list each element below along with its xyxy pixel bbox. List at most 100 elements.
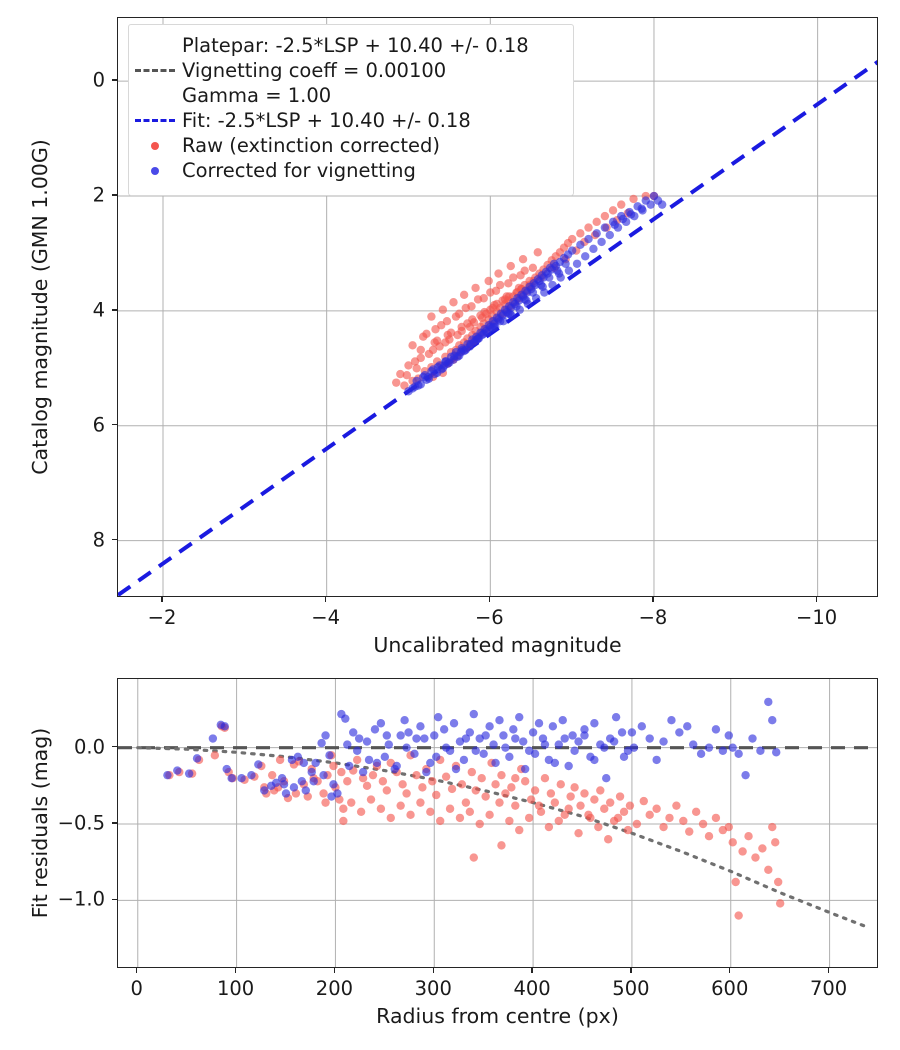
legend-handle-empty [135,87,175,105]
data-point [501,743,510,752]
data-point [629,194,638,204]
data-point [453,330,462,340]
data-point [482,328,492,337]
x-tick-mark [161,597,163,602]
data-point [341,714,350,723]
data-point [396,731,405,740]
x-tick-label: −8 [638,606,668,629]
data-point [610,220,619,229]
data-point [426,758,435,768]
data-point [184,769,194,778]
data-point [281,789,291,798]
data-point [564,761,573,771]
y-tick-mark [112,194,117,196]
data-point [534,801,544,810]
data-point [570,746,579,755]
data-point [267,770,277,780]
data-point [652,755,661,765]
legend-label: Corrected for vignetting [182,159,416,182]
top-scatter-overlay [118,18,877,596]
data-point [404,728,413,737]
data-point [494,269,503,278]
data-point [301,786,310,795]
data-point [580,731,589,740]
data-point [402,370,412,380]
data-point [471,746,480,755]
data-point [696,749,706,758]
data-point [423,372,433,382]
data-point [632,819,642,829]
data-point [404,387,413,396]
data-point [507,783,516,792]
data-point [558,716,567,725]
data-point [362,737,372,746]
data-point [576,240,585,250]
data-point [271,778,281,787]
data-point [581,252,590,261]
data-point [358,767,368,777]
data-point [605,230,614,240]
data-point [689,740,698,749]
data-point [711,725,721,734]
data-point [685,827,694,836]
data-point [370,725,380,734]
data-point [447,784,457,794]
data-point [495,280,505,290]
data-point [378,777,388,786]
data-point [592,229,601,238]
data-point [520,266,529,275]
legend-label: Raw (extinction corrected) [182,134,440,157]
data-point [495,716,504,725]
data-point [376,804,386,813]
data-point [626,210,636,219]
y-tick-label: 4 [92,298,105,322]
data-point [275,755,285,765]
data-point [416,345,425,355]
data-point [590,719,599,728]
data-point [764,865,773,874]
data-point [560,734,569,743]
data-point [347,798,356,807]
data-point [560,810,569,820]
data-point [528,728,538,737]
data-point [584,234,593,244]
data-point [576,229,585,238]
data-point [711,813,721,823]
legend-handle-red-dot [135,137,175,155]
data-point [751,853,760,862]
data-point [491,758,500,768]
data-point [691,807,701,816]
data-point [392,378,401,387]
legend-handle-empty [135,37,175,55]
data-point [506,261,515,271]
data-point [485,722,494,731]
data-point [515,825,524,835]
x-tick-label: 100 [216,977,255,1000]
data-point [602,774,611,783]
x-tick-label: 300 [414,977,452,1000]
data-point [466,339,475,349]
y-tick-label: 0 [92,68,105,92]
data-point [485,810,494,820]
data-point [619,752,629,762]
data-point [254,760,263,769]
x-tick-label: 200 [315,977,354,1000]
data-point [768,716,777,725]
data-point [319,789,328,798]
data-point [564,804,573,813]
x-tick-mark [234,968,237,973]
data-point [600,211,610,221]
data-point [428,345,438,355]
data-point [718,746,728,755]
data-point [467,767,477,777]
data-point [416,722,425,731]
data-point [422,329,431,339]
data-point [728,743,737,752]
data-point [412,364,421,373]
data-point [208,734,218,743]
y-tick-label: 6 [92,413,105,437]
legend-label: Vignetting coeff = 0.00100 [182,59,447,82]
legend-handle-blue-dash [135,112,175,130]
data-point [509,725,518,734]
data-point [511,801,520,810]
